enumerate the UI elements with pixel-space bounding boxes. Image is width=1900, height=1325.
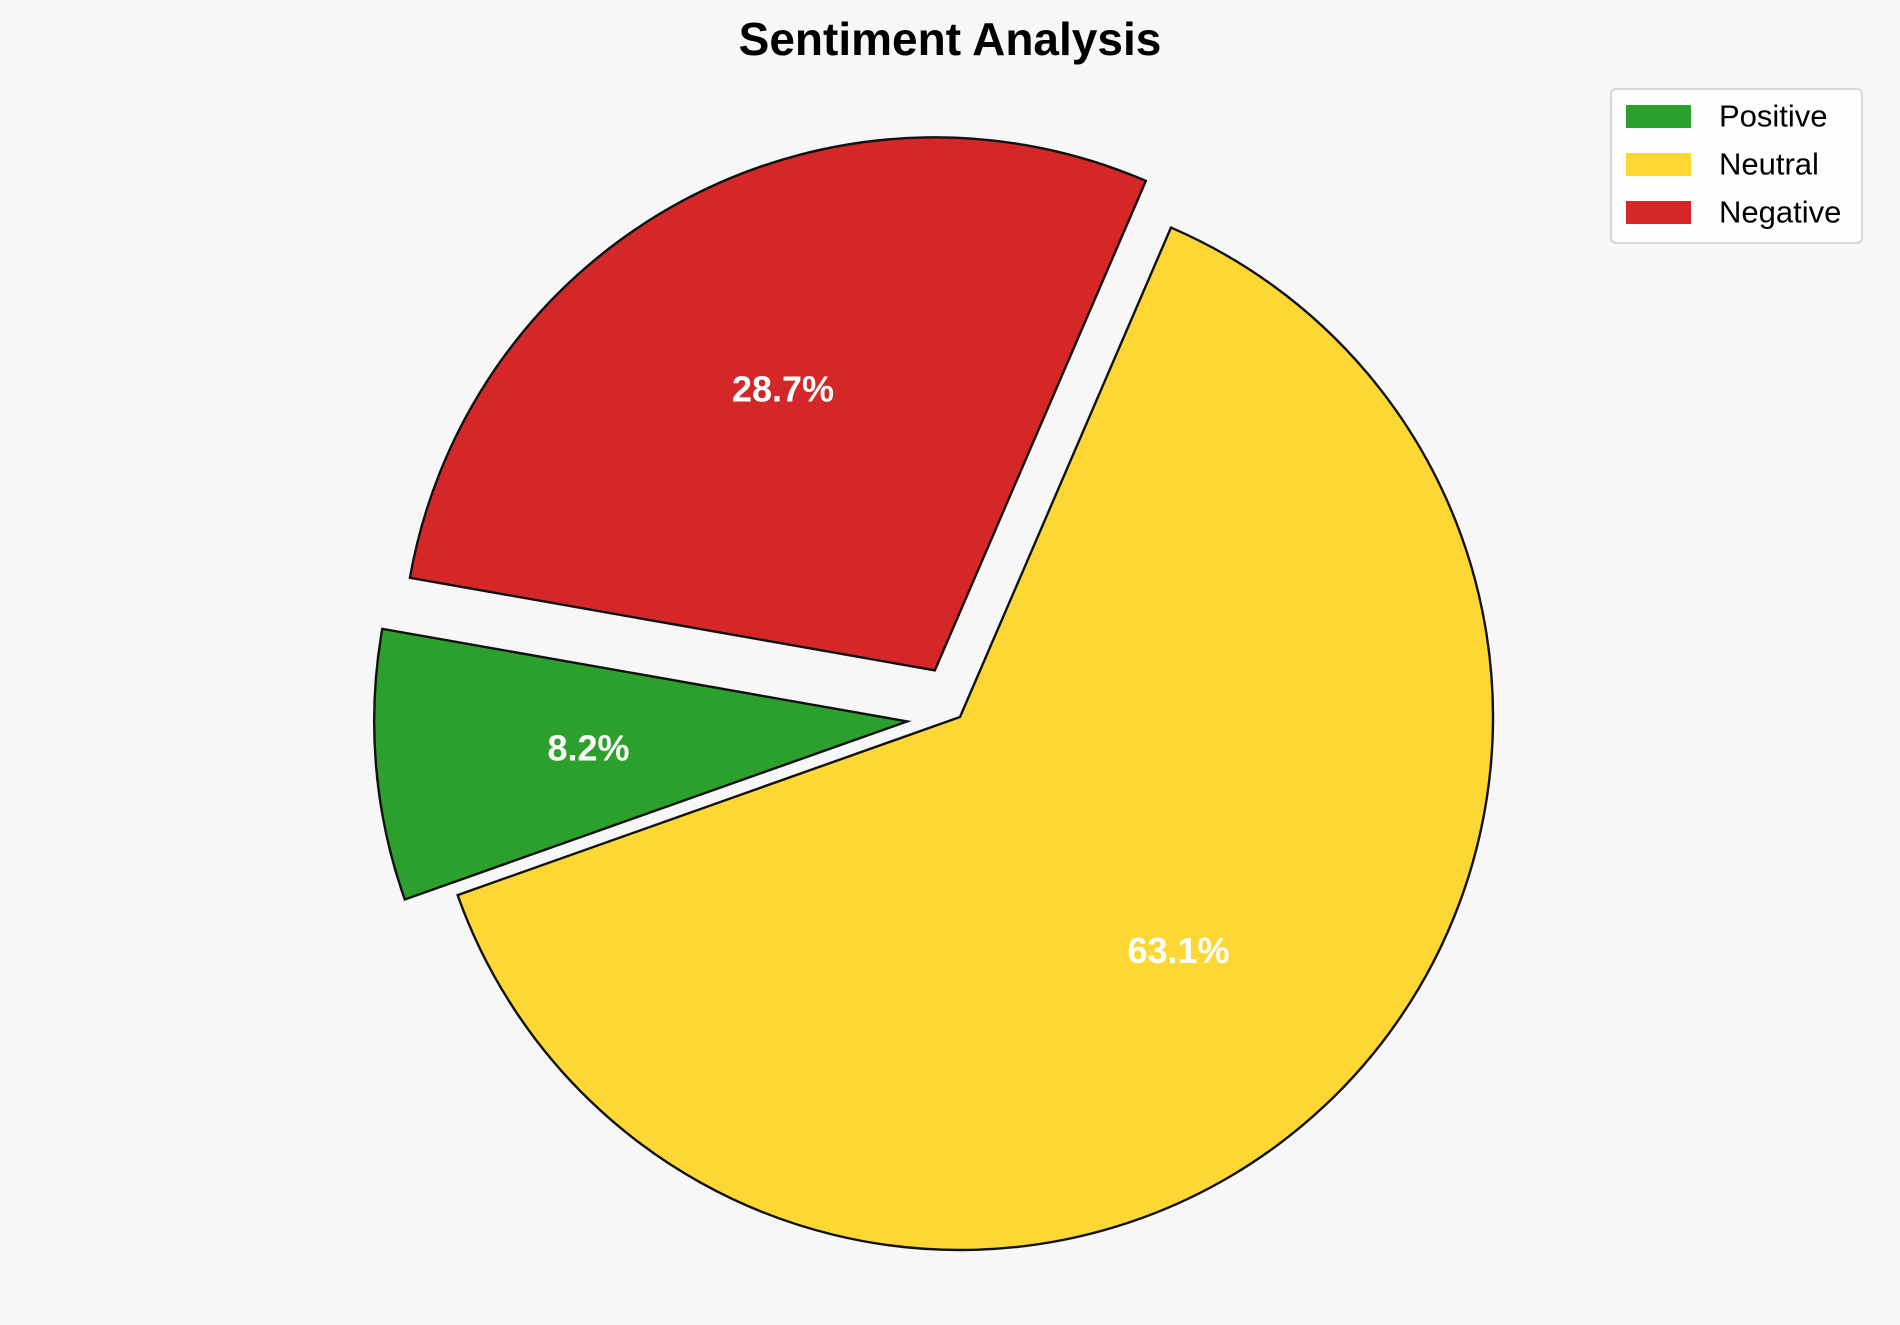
pie-slice-neutral	[456, 225, 1495, 1252]
legend: Positive Neutral Negative	[1610, 88, 1863, 244]
legend-label-positive: Positive	[1719, 99, 1828, 134]
pie-label-negative: 28.7%	[732, 368, 834, 409]
pie-label-neutral: 63.1%	[1127, 930, 1229, 971]
legend-label-neutral: Neutral	[1719, 147, 1819, 182]
pie-slices	[372, 136, 1495, 1252]
legend-swatch-positive	[1626, 105, 1691, 128]
legend-swatch-neutral	[1626, 153, 1691, 176]
chart-title: Sentiment Analysis	[739, 13, 1162, 65]
pie-percent-labels: 8.2% 63.1% 28.7%	[547, 368, 1229, 971]
pie-slice-negative	[408, 136, 1148, 672]
legend-swatch-negative	[1626, 201, 1691, 224]
pie-slice-positive	[372, 627, 912, 902]
legend-label-negative: Negative	[1719, 195, 1841, 230]
pie-label-positive: 8.2%	[547, 727, 629, 768]
